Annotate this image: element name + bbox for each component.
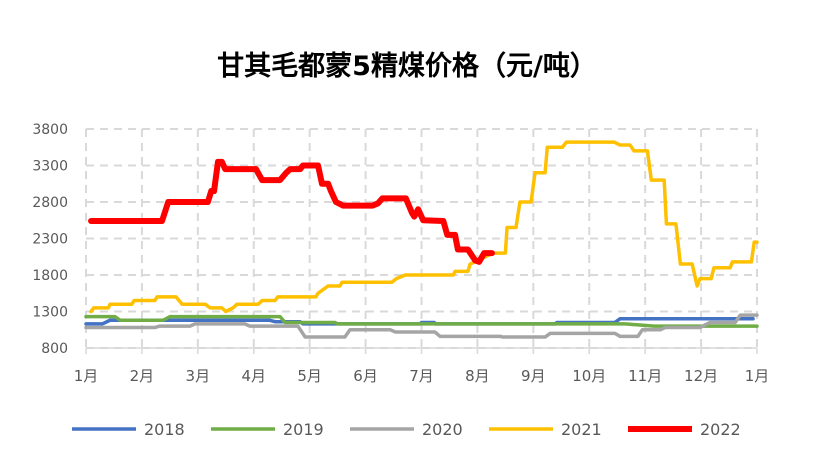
- y-tick-label: 2300: [32, 232, 68, 248]
- x-tick-label: 1月: [745, 367, 770, 385]
- x-tick-label: 5月: [297, 367, 322, 385]
- series-line-2019: [84, 314, 759, 328]
- y-tick-label: 3800: [32, 122, 68, 138]
- y-tick-label: 1300: [32, 305, 68, 321]
- y-tick-label: 1800: [32, 268, 68, 284]
- legend-label-2022: 2022: [700, 420, 741, 439]
- legend-label-2018: 2018: [144, 420, 185, 439]
- y-tick-label: 2800: [32, 195, 68, 211]
- x-tick-label: 12月: [684, 367, 718, 385]
- x-tick-label: 3月: [186, 367, 211, 385]
- x-tick-label: 1月: [74, 367, 99, 385]
- y-tick-label: 3300: [32, 159, 68, 175]
- chart-title: 甘其毛都蒙5精煤价格（元/吨）: [217, 51, 597, 82]
- x-tick-label: 2月: [130, 367, 155, 385]
- series-line-2022: [88, 158, 495, 265]
- x-tick-label: 8月: [465, 367, 490, 385]
- series-line-2020: [84, 313, 759, 339]
- legend-label-2021: 2021: [561, 420, 602, 439]
- x-tick-label: 10月: [572, 367, 606, 385]
- y-tick-label: 800: [41, 341, 68, 357]
- legend-label-2019: 2019: [283, 420, 324, 439]
- legend-label-2020: 2020: [422, 420, 463, 439]
- x-tick-label: 7月: [409, 367, 434, 385]
- x-tick-label: 9月: [521, 367, 546, 385]
- series-line-2021: [89, 140, 759, 314]
- x-tick-label: 4月: [241, 367, 266, 385]
- x-tick-label: 6月: [353, 367, 378, 385]
- x-tick-label: 11月: [628, 367, 662, 385]
